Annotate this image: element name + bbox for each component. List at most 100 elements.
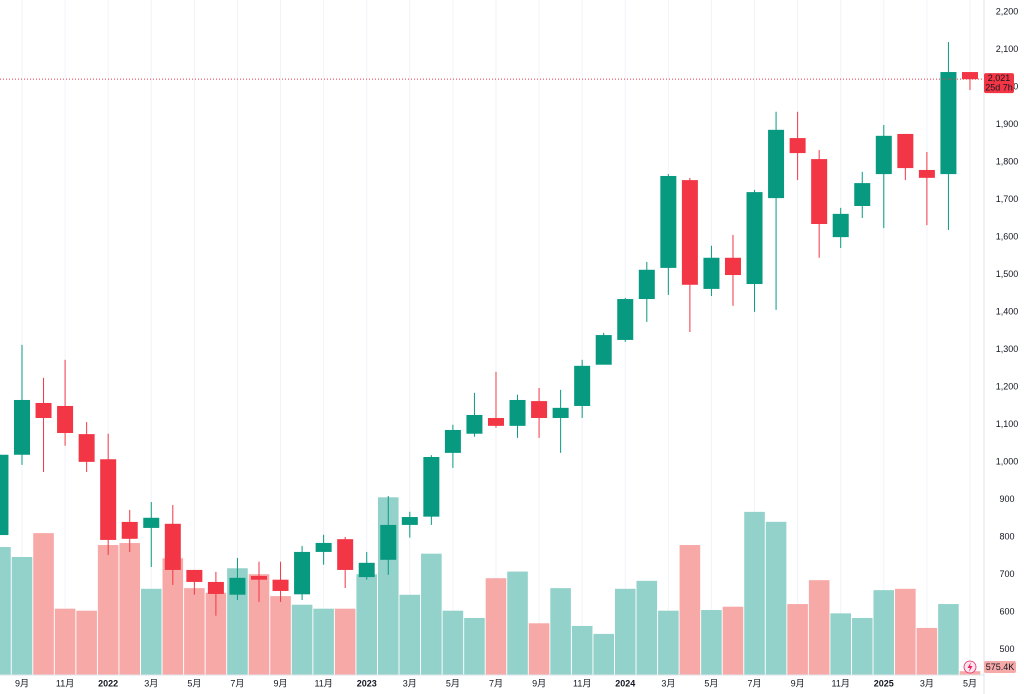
y-tick-label: 1,500 <box>996 269 1019 279</box>
x-tick-label: 11月 <box>314 678 332 688</box>
lightning-glyph <box>967 662 973 672</box>
x-tick-label: 3月 <box>920 678 934 688</box>
volume-bar <box>270 596 291 675</box>
candle-body <box>487 417 504 426</box>
candle-body <box>724 257 741 276</box>
candle-body <box>509 399 526 426</box>
y-tick-label: 1,900 <box>996 119 1019 129</box>
volume-label: 575.4K <box>986 662 1015 672</box>
volume-bar <box>248 574 270 675</box>
volume-bar <box>356 574 378 675</box>
x-tick-label: 5月 <box>187 678 201 688</box>
candle-body <box>595 335 612 365</box>
x-tick-label: 3月 <box>144 678 158 688</box>
candle-body <box>423 457 440 517</box>
candle-body <box>811 159 828 224</box>
y-tick-label: 1,300 <box>996 344 1019 354</box>
candle-body <box>143 517 160 528</box>
candle-body <box>789 138 806 154</box>
volume-bar <box>485 578 507 675</box>
volume-bar <box>830 613 852 675</box>
volume-bar <box>97 545 119 675</box>
volume-bar <box>334 608 356 675</box>
volume-bar <box>11 556 33 675</box>
candle-body <box>337 539 354 570</box>
y-tick-label: 1,200 <box>996 382 1019 392</box>
y-tick-label: 1,800 <box>996 156 1019 166</box>
x-tick-label: 2025 <box>874 678 894 688</box>
candle-body <box>768 129 785 199</box>
candle-body <box>401 517 418 525</box>
x-tick-label: 2024 <box>615 678 635 688</box>
volume-bar <box>679 545 701 675</box>
volume-bar <box>916 627 938 675</box>
x-tick-label: 2022 <box>98 678 118 688</box>
volume-bar <box>184 588 205 675</box>
y-tick-label: 800 <box>999 532 1014 542</box>
candle-body <box>0 454 9 536</box>
volume-bar <box>162 558 184 675</box>
candle-body <box>875 135 892 175</box>
x-tick-label: 7月 <box>748 678 762 688</box>
volume-bar <box>313 608 334 675</box>
countdown-label: 25d 7h <box>985 83 1013 93</box>
x-tick-label: 5月 <box>446 678 460 688</box>
volume-bar <box>895 588 916 675</box>
y-tick-label: 2,100 <box>996 44 1019 54</box>
candle-body <box>444 429 461 453</box>
candle-body <box>207 581 224 594</box>
candle-body <box>531 401 548 418</box>
candle-body <box>272 579 289 591</box>
volume-bar <box>614 588 636 675</box>
y-tick-label: 1,400 <box>996 307 1019 317</box>
candle-body <box>164 523 181 570</box>
x-tick-label: 3月 <box>661 678 675 688</box>
candle-body <box>854 183 871 206</box>
volume-bar <box>54 608 76 675</box>
volume-bar <box>722 606 744 675</box>
y-tick-label: 1,700 <box>996 194 1019 204</box>
volume-bar <box>507 571 528 675</box>
candle-body <box>358 562 375 578</box>
x-tick-label: 7月 <box>230 678 244 688</box>
volume-bar <box>205 592 227 675</box>
candle-body <box>186 569 203 582</box>
candle-body <box>121 521 138 539</box>
volume-bar <box>550 588 571 675</box>
volume-bar <box>464 617 485 675</box>
volume-bar <box>658 610 679 675</box>
volume-bar <box>291 604 313 675</box>
volume-bar <box>873 590 895 675</box>
volume-bar <box>33 533 54 675</box>
candle-body <box>552 407 569 418</box>
y-tick-label: 1,600 <box>996 232 1019 242</box>
x-tick-label: 11月 <box>573 678 591 688</box>
candle-body <box>229 577 246 595</box>
y-tick-label: 1,100 <box>996 419 1019 429</box>
x-tick-label: 9月 <box>791 678 805 688</box>
x-tick-label: 9月 <box>15 678 29 688</box>
volume-bar <box>0 547 11 675</box>
volume-bar <box>701 610 722 675</box>
volume-bar <box>399 594 421 675</box>
x-tick-label: 11月 <box>56 678 74 688</box>
candle-body <box>681 180 698 285</box>
candle-body <box>940 72 957 175</box>
candle-body <box>961 72 978 80</box>
x-tick-label: 9月 <box>532 678 546 688</box>
candle-body <box>918 169 935 178</box>
candle-body <box>703 257 720 289</box>
volume-bar <box>442 610 464 675</box>
candle-body <box>832 213 849 238</box>
volume-bar <box>528 623 550 675</box>
volume-label-box <box>984 661 1016 673</box>
volume-bar <box>787 604 808 675</box>
volume-bar <box>744 511 765 675</box>
volume-bar <box>938 604 959 675</box>
volume-bar <box>808 580 830 675</box>
volume-bar <box>119 543 141 675</box>
candle-body <box>13 399 30 455</box>
y-tick-label: 1,000 <box>996 457 1019 467</box>
volume-bar <box>76 610 97 675</box>
x-tick-label: 5月 <box>704 678 718 688</box>
